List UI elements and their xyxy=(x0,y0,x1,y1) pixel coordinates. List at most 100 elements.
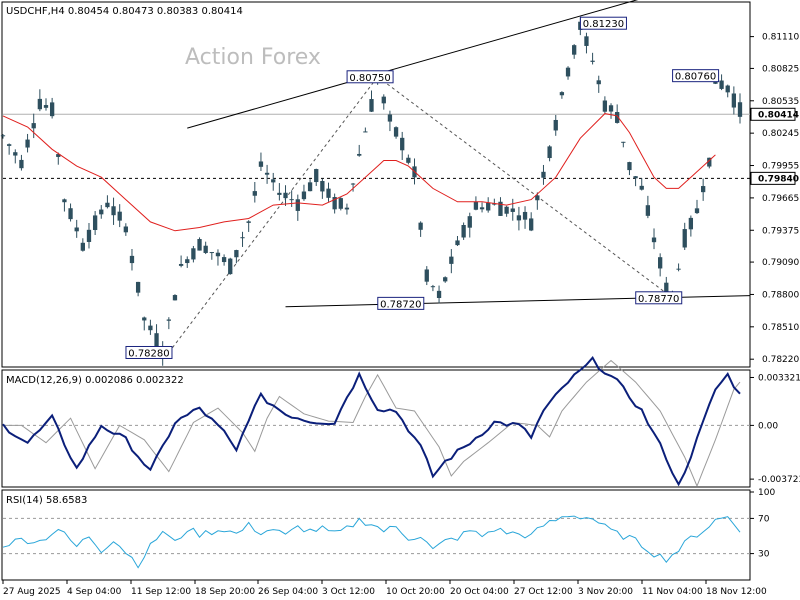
candle-body xyxy=(449,256,454,264)
price-annotation: 0.81230 xyxy=(579,16,627,30)
dashed-trendline-down xyxy=(377,76,673,299)
candle-body xyxy=(436,290,442,299)
candle-body xyxy=(363,131,368,133)
price-layer: 0.81230 0.80750 0.80760 0.78720 0.78770 0.782… xyxy=(0,0,751,366)
current-price-label-text: 0.80414 xyxy=(758,110,799,120)
rsi-tick-label: 70 xyxy=(758,514,770,524)
candle-body xyxy=(719,80,724,89)
candle-body xyxy=(387,114,393,122)
candle-body xyxy=(197,239,202,251)
price-annotation: 0.80760 xyxy=(672,69,720,83)
candle-body xyxy=(252,191,257,196)
candle-body xyxy=(129,255,135,264)
candle-body xyxy=(565,67,571,77)
candle-body xyxy=(307,182,313,192)
macd-layer xyxy=(2,355,750,488)
candle-body xyxy=(688,217,694,230)
upper-trendline xyxy=(187,0,639,129)
candle-body xyxy=(529,218,534,231)
candle-body xyxy=(37,98,42,110)
candle-body xyxy=(74,227,79,232)
candle-body xyxy=(731,93,737,108)
x-tick-label: 4 Sep 04:00 xyxy=(67,587,122,597)
candle-body xyxy=(332,197,337,210)
macd-title: MACD(12,26,9) 0.002086 0.002322 xyxy=(6,375,184,386)
candle-body xyxy=(31,123,36,129)
candle-body xyxy=(486,202,491,211)
candle-body xyxy=(228,258,233,275)
price-annotation-box xyxy=(579,16,627,30)
candle-body xyxy=(62,199,67,203)
candle-body xyxy=(559,92,565,96)
candle-body xyxy=(473,201,479,210)
price-annotation: 0.78770 xyxy=(635,291,683,305)
candle-body xyxy=(522,211,528,220)
candle-body xyxy=(516,215,522,221)
candle-body xyxy=(117,211,122,221)
candle-body xyxy=(443,277,448,282)
candle-body xyxy=(68,208,73,220)
candle-body xyxy=(393,127,399,137)
candle-body xyxy=(178,263,184,266)
macd-line xyxy=(2,355,741,487)
candle-body xyxy=(467,216,472,228)
price-tick-label: 0.79375 xyxy=(762,226,799,236)
current-price-label-box xyxy=(750,107,796,121)
candle-body xyxy=(6,144,12,146)
candle-body xyxy=(627,162,632,171)
rsi-title: RSI(14) 58.6583 xyxy=(6,495,87,506)
price-annotation-box xyxy=(346,70,394,84)
x-tick-label: 3 Oct 12:00 xyxy=(322,587,375,597)
price-tick-label: 0.80535 xyxy=(762,97,799,107)
x-tick-label: 10 Oct 20:00 xyxy=(386,587,445,597)
x-tick-label: 20 Oct 04:00 xyxy=(450,587,509,597)
candle-body xyxy=(240,237,245,239)
rsi-layer xyxy=(2,515,750,569)
candle-body xyxy=(289,199,294,201)
current-price-label: 0.80414 xyxy=(750,107,799,121)
x-tick-label: 26 Sep 04:00 xyxy=(258,587,318,597)
macd-tick-label: 0.00 xyxy=(758,421,778,431)
candle-body xyxy=(80,242,85,251)
candle-body xyxy=(406,157,411,163)
candle-body xyxy=(326,188,331,198)
candle-body xyxy=(295,199,300,211)
candle-body xyxy=(283,192,288,199)
candle-body xyxy=(664,282,669,295)
candle-body xyxy=(142,317,147,321)
price-annotation-text: 0.80750 xyxy=(349,73,390,84)
price-annotation: 0.80750 xyxy=(346,70,394,84)
candle-body xyxy=(49,102,55,117)
macd-tick-label: -0.003723 xyxy=(758,475,800,485)
price-tick-label: 0.78220 xyxy=(762,355,799,365)
candle-body xyxy=(135,281,141,293)
candle-body xyxy=(19,159,24,169)
candle-body xyxy=(148,325,153,331)
price-tick-label: 0.80245 xyxy=(762,129,799,139)
price-annotation-box xyxy=(635,291,683,305)
candle-body xyxy=(504,206,509,214)
candle-body xyxy=(369,99,374,112)
candle-body xyxy=(56,154,61,157)
candle-body xyxy=(123,226,128,233)
rsi-tick-label: 30 xyxy=(758,550,770,560)
price-annotation: 0.78280 xyxy=(125,345,173,359)
candle-body xyxy=(418,222,423,230)
candle-body xyxy=(676,268,681,270)
candle-body xyxy=(350,183,356,185)
candle-body xyxy=(455,240,460,246)
dashed-trendline-up xyxy=(168,76,379,353)
price-tick-label: 0.78800 xyxy=(762,290,799,300)
price-annotation-text: 0.78280 xyxy=(128,348,169,359)
candle-body xyxy=(381,96,386,104)
candle-body xyxy=(338,198,343,209)
price-annotation-text: 0.78770 xyxy=(638,294,679,305)
candle-body xyxy=(651,237,657,243)
price-tick-label: 0.78510 xyxy=(762,323,799,333)
candle-body xyxy=(271,179,276,183)
candle-body xyxy=(154,333,159,347)
candle-body xyxy=(682,229,687,248)
candle-body xyxy=(215,252,221,257)
candle-body xyxy=(301,191,307,200)
